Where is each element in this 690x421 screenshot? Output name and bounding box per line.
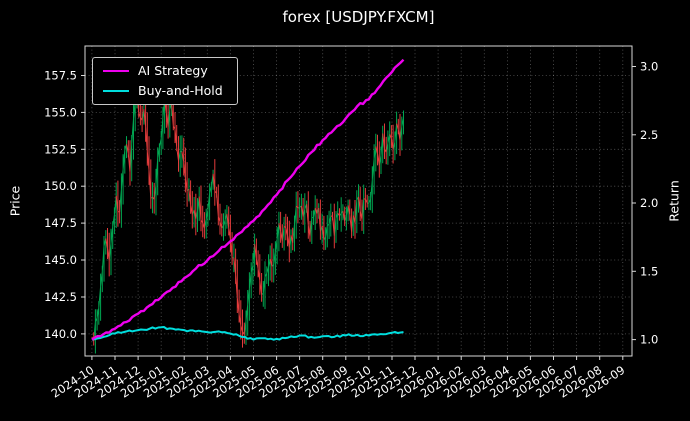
ai-strategy-line — [91, 58, 405, 341]
y-right-tick-label: 1.0 — [640, 333, 658, 347]
y-left-tick-label: 140.0 — [44, 327, 77, 341]
y-left-tick-label: 150.0 — [44, 179, 77, 193]
legend-item-ai-strategy: AI Strategy — [103, 63, 223, 78]
left-axis-label: Price — [7, 185, 23, 217]
y-left-tick-label: 155.0 — [44, 105, 77, 119]
y-left-tick-label: 152.5 — [44, 142, 77, 156]
y-left-tick-label: 145.0 — [44, 253, 77, 267]
buy-and-hold-line — [91, 326, 404, 341]
legend-item-buy-and-hold: Buy-and-Hold — [103, 82, 223, 98]
y-right-tick-label: 1.5 — [640, 264, 658, 278]
y-left-tick-label: 147.5 — [44, 216, 77, 230]
price-up-segments — [93, 83, 404, 354]
y-left-tick-label: 142.5 — [44, 290, 77, 304]
right-axis-label: Return — [666, 180, 682, 222]
y-right-tick-label: 2.0 — [640, 196, 658, 210]
ai-strategy-line-swatch — [103, 70, 129, 73]
legend-label-buy-and-hold: Buy-and-Hold — [138, 82, 223, 98]
price-down-segments — [91, 85, 401, 348]
y-right-tick-label: 2.5 — [640, 128, 658, 142]
y-left-tick-label: 157.5 — [44, 69, 77, 83]
plot-border — [84, 45, 633, 357]
y-right-tick-label: 3.0 — [640, 60, 658, 74]
buy-and-hold-line-swatch — [103, 89, 129, 92]
chart-title: forex [USDJPY.FXCM] — [282, 8, 435, 26]
legend-label-ai-strategy: AI Strategy — [138, 63, 208, 78]
legend: AI Strategy Buy-and-Hold — [92, 57, 238, 105]
